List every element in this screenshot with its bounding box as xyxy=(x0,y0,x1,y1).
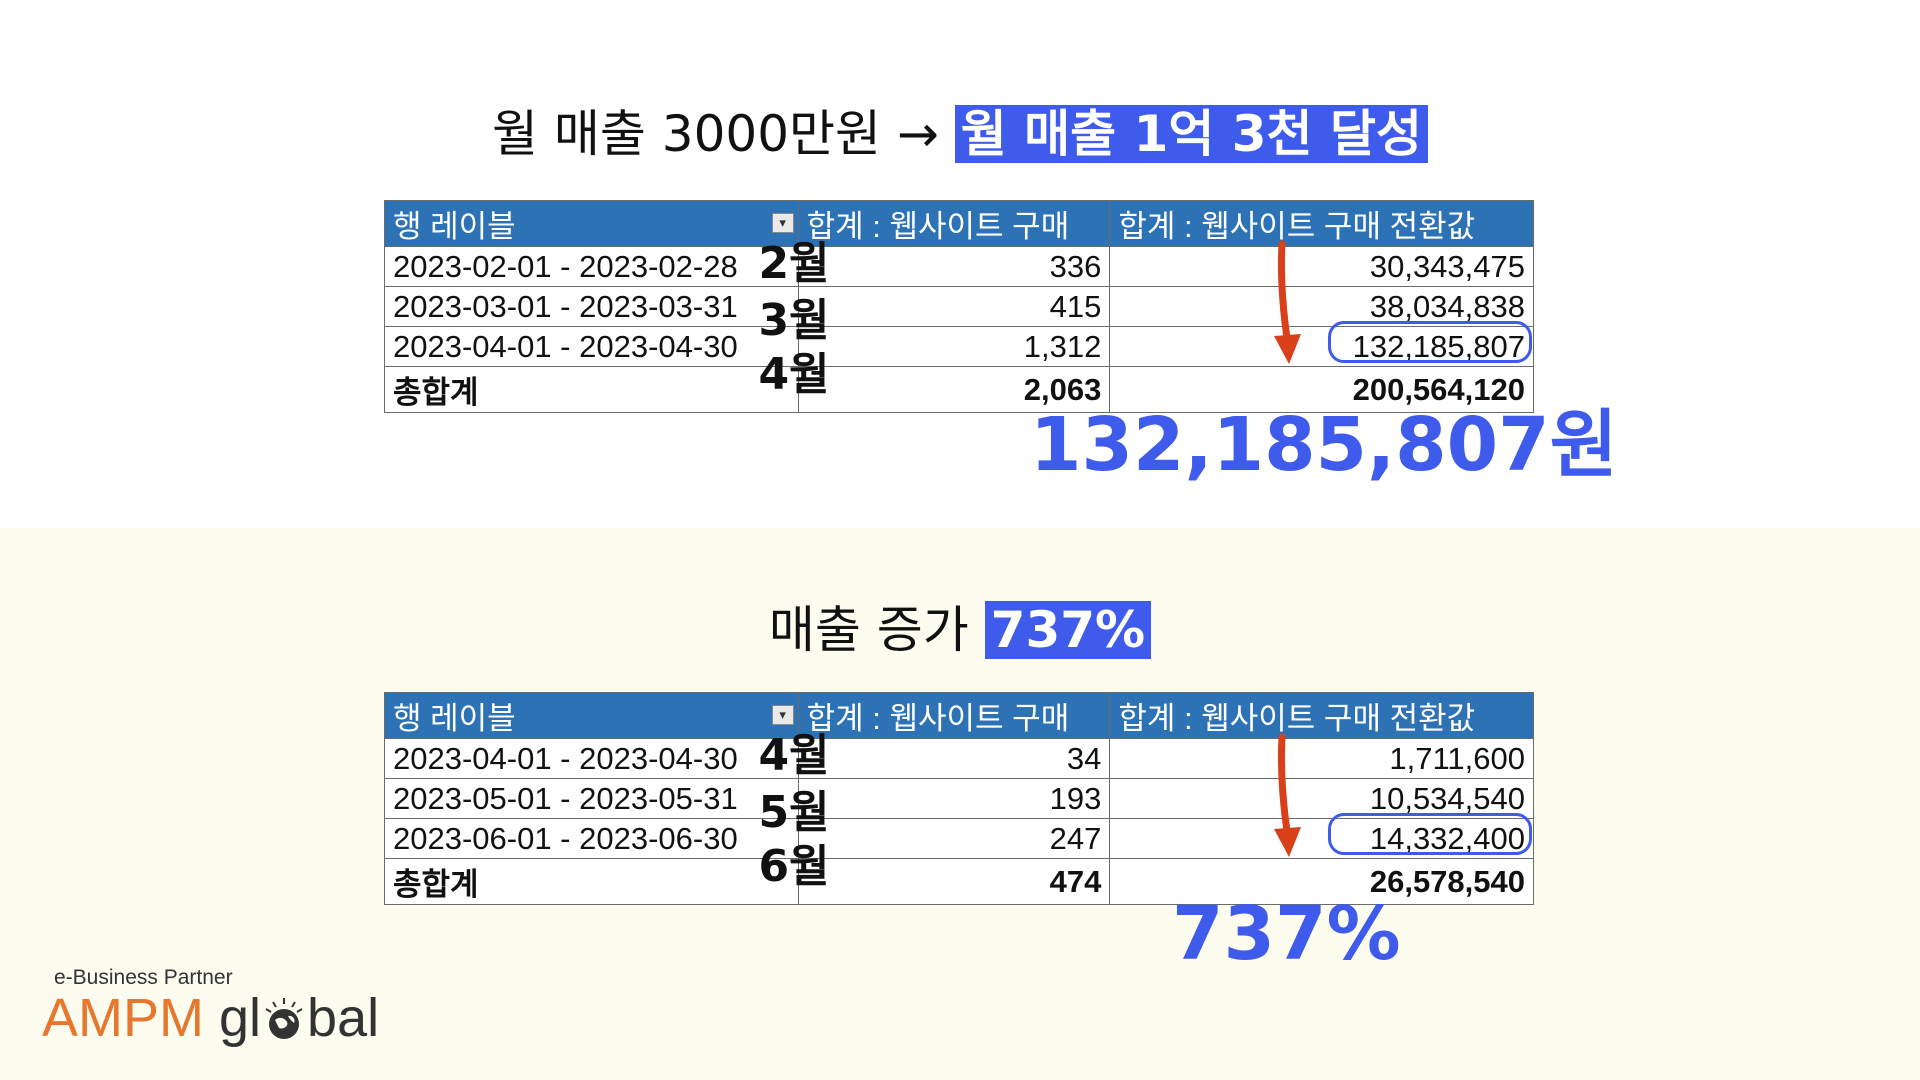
total-row: 총합계 474 26,578,540 xyxy=(384,858,1534,905)
header-purchases: 합계 : 웹사이트 구매 xyxy=(797,692,1111,739)
row-purchases: 247 xyxy=(797,818,1111,859)
row-purchases: 336 xyxy=(797,246,1111,287)
filter-dropdown-icon[interactable]: ▾ xyxy=(771,213,794,233)
total-purchases: 2,063 xyxy=(797,366,1111,413)
globe-icon xyxy=(261,994,307,1040)
row-label: 2023-03-01 - 2023-03-31 xyxy=(384,286,799,327)
table-row: 2023-04-01 - 2023-04-30 34 1,711,600 xyxy=(384,738,1534,779)
row-label: 2023-02-01 - 2023-02-28 xyxy=(384,246,799,287)
logo-tagline: e-Business Partner xyxy=(54,966,233,989)
total-label: 총합계 xyxy=(384,858,799,905)
month-label: 2월 xyxy=(758,238,830,289)
highlight-circle xyxy=(1328,813,1532,855)
month-label: 6월 xyxy=(758,841,830,892)
filter-dropdown-icon[interactable]: ▾ xyxy=(771,705,794,725)
big-revenue-value: 132,185,807원 xyxy=(1030,402,1618,488)
row-label: 2023-05-01 - 2023-05-31 xyxy=(384,778,799,819)
header-value: 합계 : 웹사이트 구매 전환값 xyxy=(1109,200,1534,247)
row-purchases: 415 xyxy=(797,286,1111,327)
month-label: 3월 xyxy=(758,295,830,346)
row-label: 2023-04-01 - 2023-04-30 xyxy=(384,326,799,367)
month-label: 5월 xyxy=(758,787,830,838)
month-label: 4월 xyxy=(758,349,830,400)
total-value: 200,564,120 xyxy=(1109,366,1534,413)
pivot-table-1: 행 레이블 ▾ 합계 : 웹사이트 구매 합계 : 웹사이트 구매 전환값 202… xyxy=(384,200,1534,413)
table-row: 2023-02-01 - 2023-02-28 336 30,343,475 xyxy=(384,246,1534,287)
headline-plain: 월 매출 3000만원 → xyxy=(492,105,939,163)
row-label: 2023-04-01 - 2023-04-30 xyxy=(384,738,799,779)
headline-revenue: 월 매출 3000만원 → 월 매출 1억 3천 달성 xyxy=(0,104,1920,164)
big-growth-value: 737% xyxy=(1172,891,1401,977)
total-value: 26,578,540 xyxy=(1109,858,1534,905)
highlight-circle xyxy=(1328,321,1532,363)
row-value: 14,332,400 xyxy=(1109,818,1534,859)
headline-highlight: 월 매출 1억 3천 달성 xyxy=(954,105,1428,163)
ampm-global-logo: AMPM gl bal xyxy=(42,988,379,1048)
total-purchases: 474 xyxy=(797,858,1111,905)
row-value: 1,711,600 xyxy=(1109,738,1534,779)
table-row: 2023-06-01 - 2023-06-30 247 14,332,400 xyxy=(384,818,1534,859)
headline-growth: 매출 증가 737% xyxy=(0,600,1920,660)
header-purchases: 합계 : 웹사이트 구매 xyxy=(797,200,1111,247)
table-header-row: 행 레이블 ▾ 합계 : 웹사이트 구매 합계 : 웹사이트 구매 전환값 xyxy=(384,692,1534,739)
month-label: 4월 xyxy=(758,730,830,781)
logo-brand-bal: bal xyxy=(307,988,380,1048)
red-arrow-icon xyxy=(1274,240,1301,364)
logo-brand-ampm: AMPM xyxy=(42,988,204,1048)
headline-highlight: 737% xyxy=(984,601,1152,659)
total-label: 총합계 xyxy=(384,366,799,413)
pivot-table-2: 행 레이블 ▾ 합계 : 웹사이트 구매 합계 : 웹사이트 구매 전환값 202… xyxy=(384,692,1534,905)
table-row: 2023-03-01 - 2023-03-31 415 38,034,838 xyxy=(384,286,1534,327)
headline-plain: 매출 증가 xyxy=(768,601,969,659)
total-row: 총합계 2,063 200,564,120 xyxy=(384,366,1534,413)
table-header-row: 행 레이블 ▾ 합계 : 웹사이트 구매 합계 : 웹사이트 구매 전환값 xyxy=(384,200,1534,247)
logo-brand-gl: gl xyxy=(219,988,262,1048)
row-purchases: 1,312 xyxy=(797,326,1111,367)
row-value: 30,343,475 xyxy=(1109,246,1534,287)
red-arrow-icon xyxy=(1274,733,1301,857)
header-row-label[interactable]: 행 레이블 ▾ xyxy=(384,200,799,247)
row-purchases: 34 xyxy=(797,738,1111,779)
row-purchases: 193 xyxy=(797,778,1111,819)
header-row-label[interactable]: 행 레이블 ▾ xyxy=(384,692,799,739)
header-value: 합계 : 웹사이트 구매 전환값 xyxy=(1109,692,1534,739)
row-label: 2023-06-01 - 2023-06-30 xyxy=(384,818,799,859)
